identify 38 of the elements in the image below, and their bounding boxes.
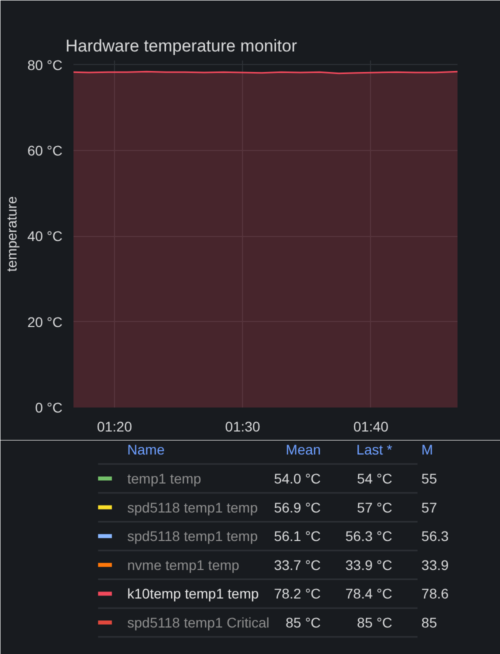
text: 33.9 <box>421 556 449 573</box>
text: 78.6 <box>421 586 449 602</box>
text: 56.1 °C <box>274 528 321 544</box>
x-tick-label: 01:40 <box>353 418 389 434</box>
legend-label: spd5118 temp1 Critical <box>127 614 270 630</box>
y-tick-label: 0 °C <box>35 400 63 416</box>
legend-label: k10temp temp1 temp <box>127 586 259 602</box>
text: Name <box>127 442 165 458</box>
text: 57 °C <box>357 499 392 516</box>
text: 85 <box>421 614 438 630</box>
text: 33.7 °C <box>274 556 321 573</box>
text: 33.9 °C <box>345 556 392 573</box>
legend-label: temp1 temp <box>127 470 202 486</box>
chart-title: Hardware temperature monitor <box>66 36 298 56</box>
y-tick-label: 40 °C <box>27 228 62 244</box>
legend-label: spd5118 temp1 temp <box>127 528 258 544</box>
text: 56.3 <box>421 528 449 544</box>
text: 54.0 °C <box>274 470 321 486</box>
legend-label: nvme temp1 temp <box>127 556 240 573</box>
text: 85 °C <box>286 614 321 630</box>
y-tick-label: 80 °C <box>27 56 62 73</box>
text: 54 °C <box>357 470 392 486</box>
text: 56.9 °C <box>274 499 321 516</box>
text: 57 <box>421 499 438 516</box>
x-tick-label: 01:20 <box>96 418 132 434</box>
text: 55 <box>421 470 438 486</box>
legend-label: spd5118 temp1 temp <box>127 499 258 516</box>
y-axis-title: temperature <box>3 196 20 272</box>
text: Mean <box>286 442 321 458</box>
x-tick-label: 01:30 <box>225 418 260 434</box>
text: 78.4 °C <box>345 586 392 602</box>
text: 56.3 °C <box>345 528 392 544</box>
y-tick-label: 20 °C <box>27 314 62 330</box>
y-tick-label: 60 °C <box>27 142 62 158</box>
text: 78.2 °C <box>274 586 321 602</box>
text: 85 °C <box>357 614 392 630</box>
text: M <box>421 442 434 458</box>
text: Last * <box>356 442 393 458</box>
